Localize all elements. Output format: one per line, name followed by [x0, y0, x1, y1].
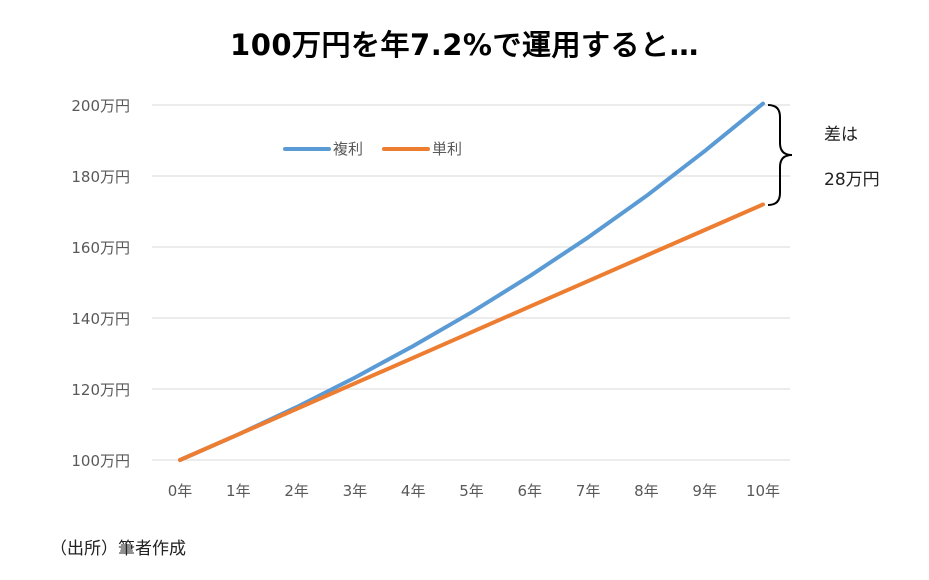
source-note: （出所）筆者作成: [50, 539, 186, 559]
y-tick-label: 120万円: [71, 381, 130, 399]
x-tick-label: 8年: [634, 482, 659, 500]
x-tick-label: 3年: [343, 482, 368, 500]
legend-entry: 複利: [333, 140, 363, 158]
y-tick-label: 180万円: [71, 168, 130, 186]
difference-brace: [767, 104, 793, 206]
x-tick-label: 0年: [168, 482, 193, 500]
series-line: [178, 101, 765, 462]
legend-entry: 単利: [432, 140, 462, 158]
y-tick-label: 200万円: [71, 97, 130, 115]
series-line: [178, 202, 765, 462]
x-tick-label: 6年: [518, 482, 543, 500]
x-tick-label: 9年: [692, 482, 717, 500]
legend: 複利 単利: [283, 140, 462, 158]
chart-title: 100万円を年7.2%で運用すると…: [230, 28, 699, 62]
x-tick-label: 1年: [226, 482, 251, 500]
x-tick-label: 4年: [401, 482, 426, 500]
y-tick-label: 140万円: [71, 310, 130, 328]
y-tick-label: 160万円: [71, 239, 130, 257]
series-lines: [178, 101, 765, 462]
x-tick-label: 5年: [459, 482, 484, 500]
y-axis-ticks: 100万円 120万円 140万円 160万円 180万円 200万円: [71, 97, 130, 470]
x-axis-ticks: 0年 1年 2年 3年 4年 5年 6年 7年 8年 9年 10年: [168, 482, 780, 500]
y-tick-label: 100万円: [71, 452, 130, 470]
x-tick-label: 7年: [576, 482, 601, 500]
x-tick-label: 10年: [746, 482, 780, 500]
gridlines: [152, 104, 790, 461]
difference-label: 差は: [824, 125, 858, 145]
difference-value: 28万円: [824, 170, 880, 190]
x-tick-label: 2年: [284, 482, 309, 500]
